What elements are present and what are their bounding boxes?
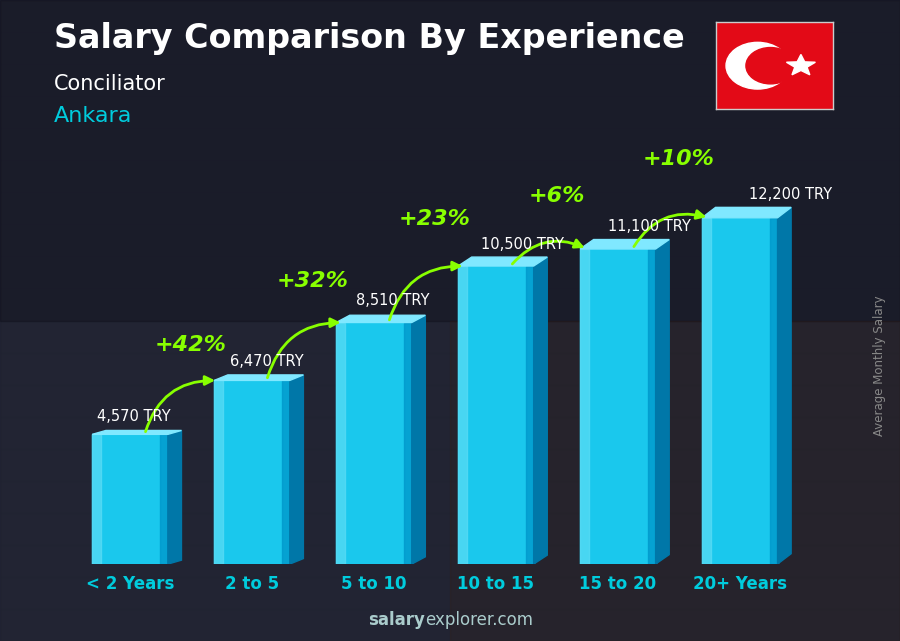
Text: 10,500 TRY: 10,500 TRY: [482, 237, 564, 252]
Circle shape: [746, 47, 795, 84]
Polygon shape: [168, 431, 182, 564]
Bar: [214, 380, 290, 564]
Text: 12,200 TRY: 12,200 TRY: [750, 187, 832, 202]
Bar: [450, 320, 900, 641]
Bar: [93, 435, 168, 564]
Bar: [0, 353, 900, 385]
Bar: [0, 513, 900, 545]
Text: 8,510 TRY: 8,510 TRY: [356, 293, 429, 308]
Bar: [0, 385, 900, 417]
Polygon shape: [655, 240, 670, 564]
Polygon shape: [580, 240, 670, 249]
Text: 6,470 TRY: 6,470 TRY: [230, 354, 303, 369]
Text: 11,100 TRY: 11,100 TRY: [608, 219, 691, 234]
Text: 4,570 TRY: 4,570 TRY: [97, 410, 171, 424]
Polygon shape: [787, 54, 815, 75]
Text: Salary Comparison By Experience: Salary Comparison By Experience: [54, 22, 685, 55]
Circle shape: [726, 42, 789, 89]
Text: Conciliator: Conciliator: [54, 74, 166, 94]
Bar: [0, 449, 900, 481]
Bar: [580, 249, 590, 564]
Bar: [0, 128, 900, 160]
Bar: [0, 0, 900, 32]
Bar: [0, 160, 900, 192]
FancyArrowPatch shape: [267, 319, 338, 378]
Bar: [648, 249, 655, 564]
Bar: [283, 380, 290, 564]
Bar: [0, 577, 900, 609]
Bar: [0, 64, 900, 96]
FancyArrowPatch shape: [390, 262, 460, 320]
Bar: [458, 266, 534, 564]
Polygon shape: [93, 431, 182, 435]
Bar: [526, 266, 534, 564]
Text: +6%: +6%: [528, 187, 585, 206]
Bar: [0, 481, 900, 513]
Bar: [0, 224, 900, 256]
Text: Average Monthly Salary: Average Monthly Salary: [874, 295, 886, 436]
Text: explorer.com: explorer.com: [425, 612, 533, 629]
Bar: [702, 218, 778, 564]
Polygon shape: [214, 375, 303, 380]
Bar: [0, 609, 900, 641]
Polygon shape: [702, 208, 791, 218]
Bar: [702, 218, 711, 564]
Polygon shape: [534, 257, 547, 564]
Polygon shape: [458, 257, 547, 266]
Bar: [0, 288, 900, 320]
Bar: [336, 322, 411, 564]
Bar: [0, 0, 900, 320]
Bar: [0, 320, 900, 353]
Polygon shape: [290, 375, 303, 564]
Bar: [0, 96, 900, 128]
FancyArrowPatch shape: [512, 240, 582, 264]
Text: +23%: +23%: [399, 209, 471, 229]
Bar: [0, 545, 900, 577]
Text: +10%: +10%: [643, 149, 715, 169]
Bar: [0, 256, 900, 288]
Bar: [336, 322, 346, 564]
Bar: [214, 380, 223, 564]
Polygon shape: [778, 208, 791, 564]
Bar: [0, 192, 900, 224]
Bar: [0, 417, 900, 449]
Bar: [580, 249, 655, 564]
Text: +42%: +42%: [155, 335, 227, 355]
FancyArrowPatch shape: [634, 211, 704, 247]
FancyArrowPatch shape: [146, 377, 212, 431]
Bar: [404, 322, 411, 564]
Text: Ankara: Ankara: [54, 106, 132, 126]
Bar: [0, 32, 900, 64]
Text: +32%: +32%: [277, 271, 349, 291]
Polygon shape: [336, 315, 426, 322]
Bar: [160, 435, 168, 564]
Bar: [458, 266, 467, 564]
Polygon shape: [411, 315, 426, 564]
Bar: [770, 218, 778, 564]
Text: salary: salary: [368, 612, 425, 629]
Bar: [93, 435, 102, 564]
